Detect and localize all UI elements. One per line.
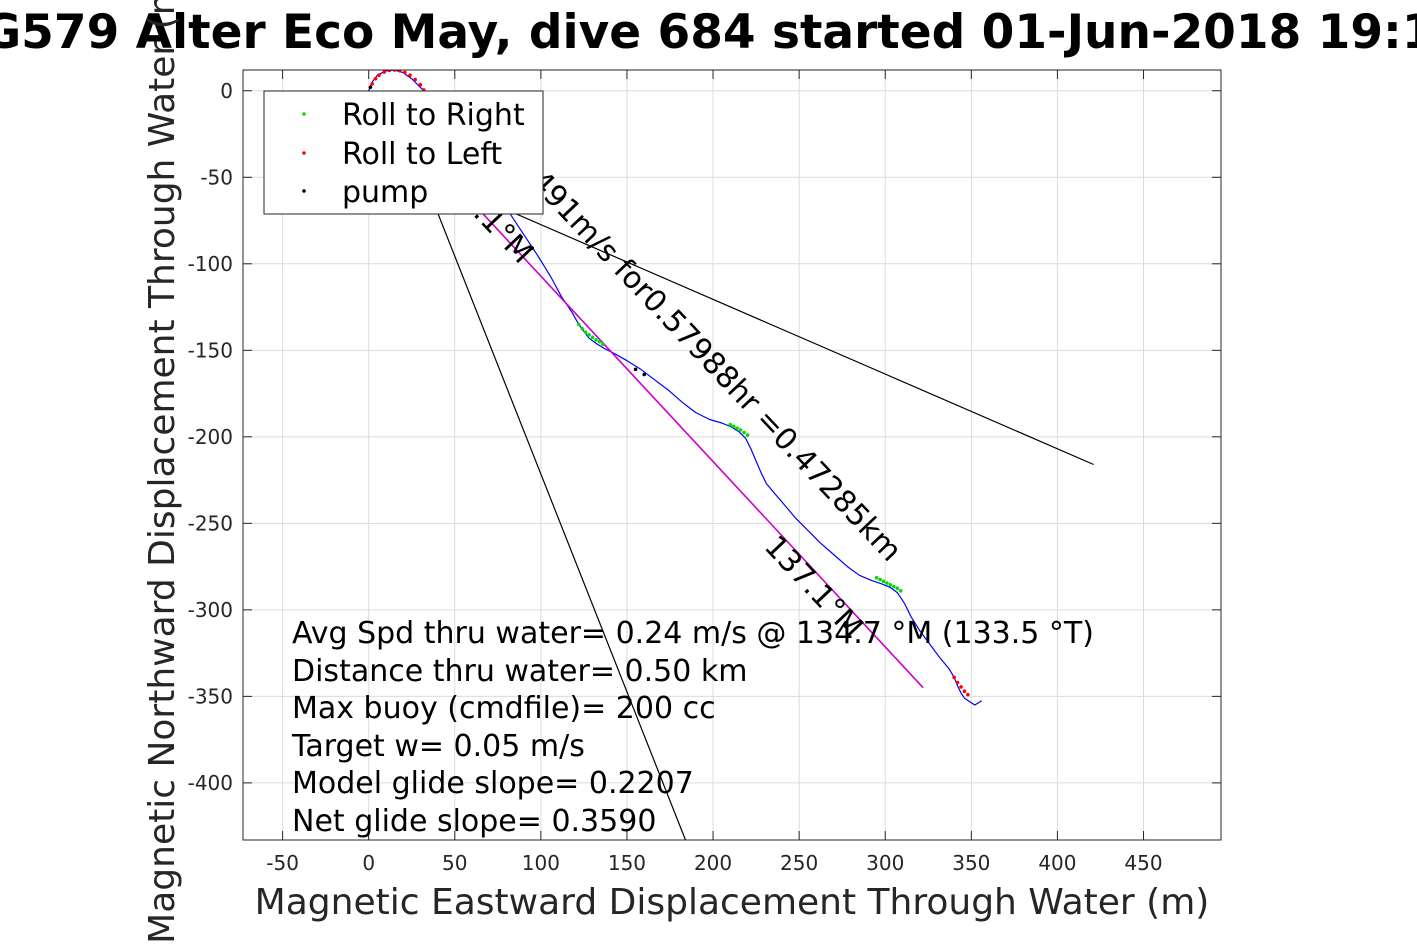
roll-left-point [382,70,386,74]
stats-line-target-w: Target w= 0.05 m/s [291,729,585,764]
roll-left-point [966,692,970,697]
legend-box [263,90,544,215]
y-tick-label: -200 [188,425,233,449]
roll-right-point [742,430,746,435]
pump-point [633,367,638,372]
stats-line-model-glide-slope: Model glide slope= 0.2207 [292,766,694,801]
grid [243,70,1221,840]
x-tick-label: 450 [1124,851,1162,875]
y-tick-label: -350 [188,684,233,708]
x-tick-label: 100 [522,851,560,875]
axes-box [242,69,1222,841]
y-tick-labels: 0 -50 -100 -150 -200 -250 -300 -350 -400 [188,79,233,795]
x-tick-label: 300 [866,851,904,875]
roll-right-point [601,342,605,347]
roll-right-point [738,428,743,432]
x-tick-label: 200 [694,851,732,875]
roll-left-point [952,675,956,680]
roll-right-point [594,338,598,342]
roll-left-point [403,70,407,75]
roll-right-point [587,332,591,337]
y-tick-label: -300 [188,598,233,622]
roll-right-point [874,576,879,580]
y-tick-label: -50 [200,165,233,189]
roll-left-point [370,82,374,86]
x-tick-label: 150 [608,851,646,875]
x-tick-labels: -50 0 50 100 150 200 250 300 350 400 450 [266,851,1162,875]
pump-point [530,246,535,251]
heading-guide-line [402,125,687,840]
roll-right-point [745,433,750,437]
legend-label-roll-left: Roll to Left [342,137,502,172]
pump-point [368,85,373,90]
roll-right-point [590,335,595,340]
roll-right-point [580,326,585,331]
roll-right-point [878,577,882,582]
stats-box: Avg Spd thru water= 0.24 m/s @ 134.7 °M … [291,616,1094,839]
legend-marker-pump [302,189,306,193]
x-tick-label: 400 [1038,851,1076,875]
roll-right-point [898,589,903,593]
y-axis-label: Magnetic Northward Displacement Through … [142,0,183,944]
ticks [243,70,1221,840]
x-tick-label: 350 [952,851,990,875]
roll-right-point [888,582,893,587]
roll-left-point [397,70,402,73]
x-tick-label: -50 [266,851,299,875]
roll-right-point [892,584,896,589]
roll-right-point [881,579,886,584]
legend-marker-roll-left [302,151,306,155]
roll-left-point [377,73,381,77]
roll-left-point [955,680,960,685]
stats-line-max-buoy: Max buoy (cmdfile)= 200 cc [292,691,716,726]
roll-left-point [373,76,378,81]
roll-right-point [728,422,733,427]
x-tick-label: 0 [362,851,375,875]
legend-label-pump: pump [342,175,428,210]
y-tick-label: -150 [188,338,233,362]
chart-title: SG579 Alter Eco May, dive 684 started 01… [0,5,1417,60]
roll-right-point [583,330,588,334]
x-tick-label: 250 [780,851,818,875]
y-tick-label: -250 [188,511,233,535]
y-tick-label: -400 [188,771,233,795]
roll-left-point [962,689,967,693]
roll-left-point [413,77,417,82]
stats-line-avg-speed: Avg Spd thru water= 0.24 m/s @ 134.7 °M … [292,616,1094,651]
roll-right-point [895,586,900,591]
roll-right-point [735,426,739,430]
x-axis-label: Magnetic Eastward Displacement Through W… [255,882,1210,923]
y-tick-label: -100 [188,252,233,276]
legend-marker-roll-right [302,112,306,116]
roll-left-point [408,73,412,77]
roll-right-point [731,424,736,429]
stats-line-distance: Distance thru water= 0.50 km [292,654,747,689]
legend-label-roll-right: Roll to Right [342,98,525,133]
roll-right-point [597,339,602,344]
pump-point [642,372,646,377]
roll-left-point [418,82,423,87]
legend: Roll to Right Roll to Left pump [263,90,544,215]
x-tick-label: 50 [442,851,467,875]
roll-left-point [959,685,963,689]
heading-guide-line [411,168,1094,466]
roll-right-point [576,322,581,327]
roll-right-point [885,581,889,585]
y-tick-label: 0 [220,79,233,103]
roll-left-point [387,70,392,73]
stats-line-net-glide-slope: Net glide slope= 0.3590 [292,804,656,839]
